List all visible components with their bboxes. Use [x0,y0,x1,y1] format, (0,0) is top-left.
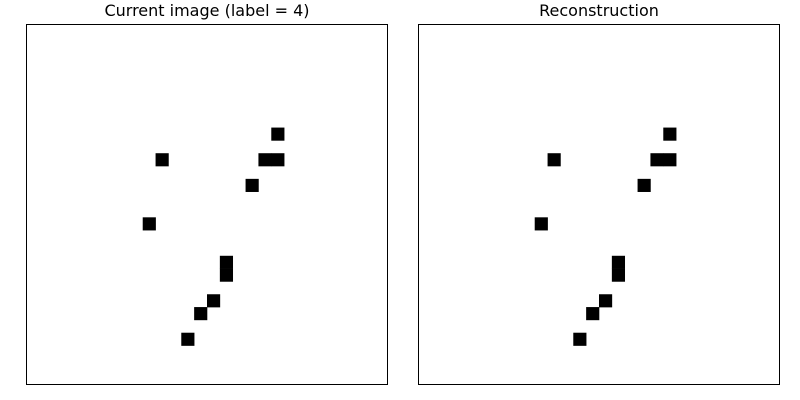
pixel-r18-c15 [219,255,234,269]
reconstruction-frame [418,24,780,385]
current-image-grid [142,127,285,346]
pixel-r15-c9 [142,217,156,231]
pixel-r24-c12 [181,332,195,346]
reconstruction-panel: Reconstruction [418,0,780,400]
current-image-frame [26,24,388,385]
pixel-r10-c19 [271,153,285,167]
pixel-r10-c18 [258,153,272,167]
pixel-r12-c17 [637,178,651,192]
pixel-r12-c17 [245,178,259,192]
pixel-r24-c12 [573,332,587,346]
pixel-r8-c19 [663,127,677,141]
current-image-panel: Current image (label = 4) [26,0,388,400]
pixel-r22-c13 [194,307,208,321]
pixel-r19-c15 [611,268,626,282]
pixel-r10-c10 [155,153,169,167]
pixel-r10-c18 [650,153,664,167]
pixel-r21-c14 [599,294,613,308]
pixel-r15-c9 [534,217,548,231]
chart-title-current-image: Current image (label = 4) [104,1,310,20]
pixel-r10-c10 [547,153,561,167]
pixel-r21-c14 [207,294,221,308]
reconstruction-grid [534,127,677,346]
pixel-r22-c13 [586,307,600,321]
pixel-r19-c15 [219,268,234,282]
pixel-r8-c19 [271,127,285,141]
pixel-r18-c15 [611,255,626,269]
chart-title-reconstruction: Reconstruction [539,1,659,20]
pixel-r10-c19 [663,153,677,167]
